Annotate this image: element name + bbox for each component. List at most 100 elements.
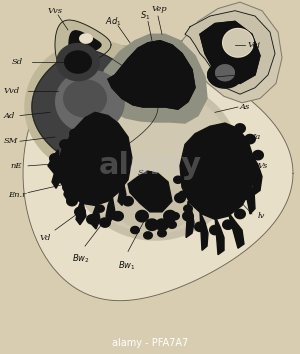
Polygon shape (118, 180, 126, 205)
Polygon shape (200, 21, 260, 84)
Polygon shape (223, 29, 253, 57)
Polygon shape (185, 11, 275, 94)
Polygon shape (25, 41, 165, 173)
Polygon shape (207, 61, 243, 89)
Polygon shape (135, 210, 149, 223)
Polygon shape (48, 150, 60, 173)
Text: Vvd: Vvd (4, 87, 20, 95)
Text: alamy - PFA7A7: alamy - PFA7A7 (112, 338, 188, 348)
Polygon shape (222, 28, 254, 58)
Polygon shape (200, 212, 208, 250)
Polygon shape (110, 212, 120, 221)
Polygon shape (56, 43, 100, 81)
Text: lv: lv (258, 212, 266, 220)
Text: $S_1$: $S_1$ (140, 10, 150, 22)
Polygon shape (157, 229, 167, 238)
Polygon shape (145, 218, 159, 231)
Polygon shape (234, 209, 246, 219)
Polygon shape (143, 231, 153, 240)
Polygon shape (106, 195, 115, 223)
Text: Vvs: Vvs (48, 7, 63, 15)
Text: $Ad_1$: $Ad_1$ (105, 15, 122, 28)
Polygon shape (32, 50, 158, 164)
Text: SM: SM (4, 137, 18, 145)
Polygon shape (76, 198, 86, 225)
Polygon shape (52, 162, 62, 188)
Polygon shape (242, 189, 254, 200)
Polygon shape (186, 201, 194, 238)
Polygon shape (100, 190, 110, 199)
Polygon shape (74, 206, 86, 217)
Polygon shape (58, 112, 132, 205)
Polygon shape (99, 217, 111, 228)
Polygon shape (64, 50, 92, 74)
Polygon shape (185, 11, 275, 94)
Polygon shape (183, 204, 193, 213)
Polygon shape (215, 64, 235, 81)
Polygon shape (79, 33, 93, 44)
Polygon shape (115, 179, 195, 232)
Polygon shape (173, 176, 183, 184)
Polygon shape (55, 69, 125, 134)
Polygon shape (163, 210, 177, 223)
Text: Vd: Vd (40, 234, 51, 241)
Polygon shape (70, 80, 240, 241)
Polygon shape (215, 216, 224, 255)
Polygon shape (244, 134, 256, 144)
Text: Vej: Vej (248, 41, 261, 49)
Text: Vs: Vs (258, 162, 268, 170)
Polygon shape (63, 79, 107, 118)
Polygon shape (242, 173, 255, 214)
Text: As: As (240, 103, 250, 111)
Polygon shape (122, 196, 134, 206)
Polygon shape (66, 196, 78, 206)
Polygon shape (95, 204, 105, 213)
Polygon shape (77, 88, 233, 233)
Polygon shape (100, 34, 207, 123)
Polygon shape (215, 64, 235, 81)
Text: Sd: Sd (12, 58, 23, 66)
Text: Ss: Ss (242, 71, 252, 79)
Polygon shape (167, 221, 177, 229)
Polygon shape (252, 150, 264, 160)
Polygon shape (222, 219, 234, 230)
Polygon shape (54, 168, 66, 179)
Polygon shape (62, 182, 74, 193)
Text: S.iv.: S.iv. (138, 169, 155, 177)
Polygon shape (155, 218, 169, 231)
Text: nE: nE (10, 162, 22, 170)
Polygon shape (170, 212, 180, 221)
Polygon shape (128, 171, 172, 212)
Polygon shape (103, 176, 113, 184)
Text: Ia: Ia (252, 133, 260, 141)
Polygon shape (55, 20, 111, 70)
Polygon shape (32, 50, 158, 164)
Polygon shape (182, 211, 194, 222)
Text: Ad: Ad (4, 112, 15, 120)
Text: $Bw_2$: $Bw_2$ (72, 253, 90, 265)
Polygon shape (178, 190, 188, 199)
Polygon shape (69, 31, 101, 59)
Text: Vep: Vep (152, 5, 168, 12)
Polygon shape (207, 62, 243, 88)
Polygon shape (249, 168, 261, 179)
Polygon shape (224, 30, 252, 56)
Text: En.r: En.r (8, 191, 26, 199)
Polygon shape (209, 225, 221, 235)
Polygon shape (200, 21, 260, 84)
Text: alamy: alamy (98, 152, 202, 180)
Polygon shape (108, 41, 195, 109)
Polygon shape (86, 214, 98, 225)
Polygon shape (180, 2, 282, 103)
Polygon shape (228, 212, 244, 248)
Polygon shape (108, 41, 195, 109)
Polygon shape (130, 226, 140, 234)
Polygon shape (234, 123, 246, 134)
Polygon shape (59, 139, 71, 150)
Polygon shape (180, 123, 255, 219)
Polygon shape (112, 211, 124, 222)
Polygon shape (23, 46, 293, 301)
Polygon shape (174, 193, 186, 203)
Text: $Bw_1$: $Bw_1$ (118, 259, 136, 272)
Polygon shape (69, 129, 81, 139)
